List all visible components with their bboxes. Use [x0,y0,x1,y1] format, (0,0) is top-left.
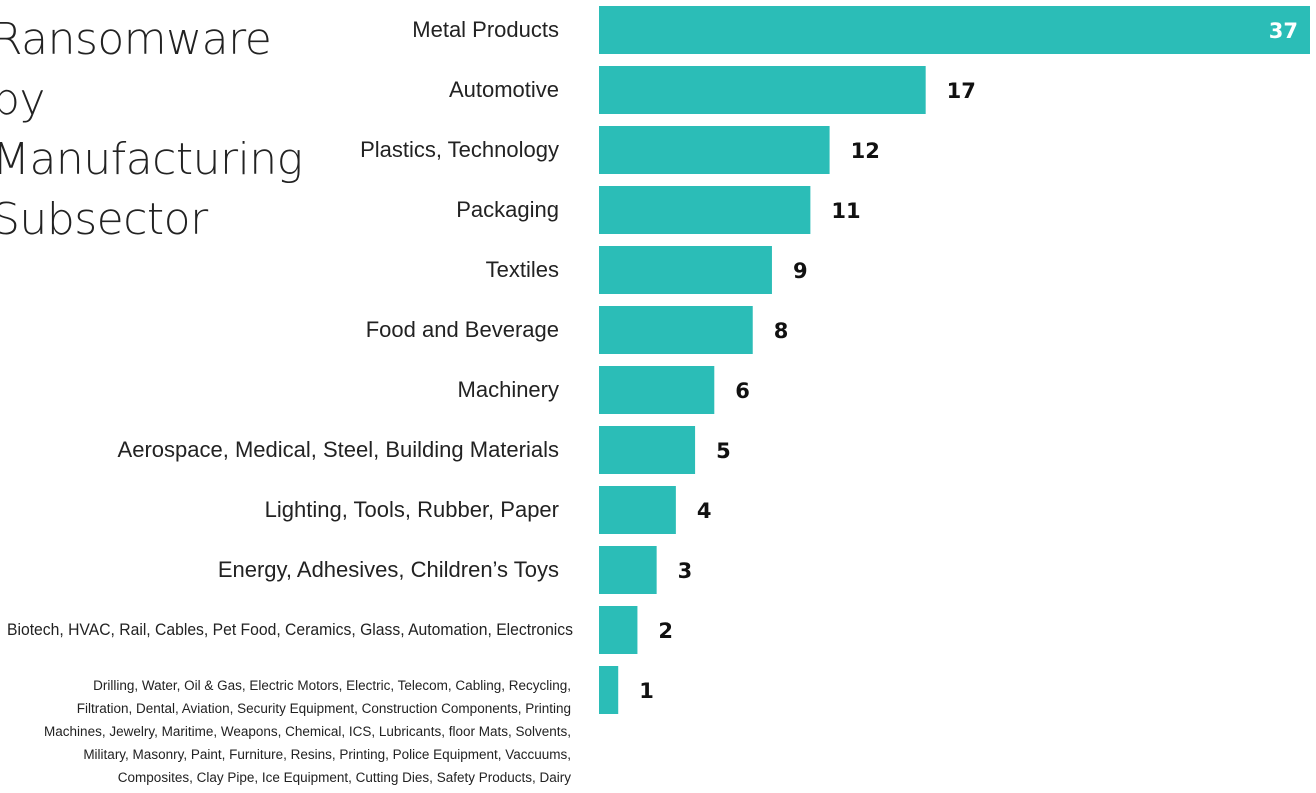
value-label: 4 [697,499,712,523]
value-label: 12 [851,139,880,163]
value-label: 2 [658,619,673,643]
bar [599,486,676,534]
category-label: Drilling, Water, Oil & Gas, Electric Mot… [44,678,571,785]
category-label: Food and Beverage [366,317,559,342]
value-label: 6 [735,379,750,403]
value-label: 11 [831,199,860,223]
value-label: 8 [774,319,789,343]
bar [599,66,926,114]
value-label: 9 [793,259,808,283]
value-label: 3 [678,559,693,583]
category-label: Lighting, Tools, Rubber, Paper [265,497,559,522]
category-label: Energy, Adhesives, Children’s Toys [218,557,559,582]
category-label: Aerospace, Medical, Steel, Building Mate… [118,437,559,462]
bar [599,246,772,294]
value-label: 5 [716,439,731,463]
value-label: 1 [639,679,654,703]
bar [599,606,638,654]
bar [599,366,715,414]
category-label: Automotive [449,77,559,102]
category-label: Textiles [486,257,559,282]
category-label: Plastics, Technology [360,137,559,162]
bar [599,546,657,594]
category-label: Metal Products [412,17,559,42]
bar [599,126,830,174]
bar [599,426,696,474]
category-label: Packaging [456,197,559,222]
value-label: 17 [947,79,976,103]
chart-title: Ransomware by Manufacturing Subsector [0,14,303,245]
bar [599,6,1310,54]
bar [599,306,753,354]
category-label: Machinery [458,377,559,402]
category-label: Biotech, HVAC, Rail, Cables, Pet Food, C… [7,621,573,639]
bar [599,666,619,714]
value-label: 37 [1269,19,1298,43]
bar [599,186,811,234]
